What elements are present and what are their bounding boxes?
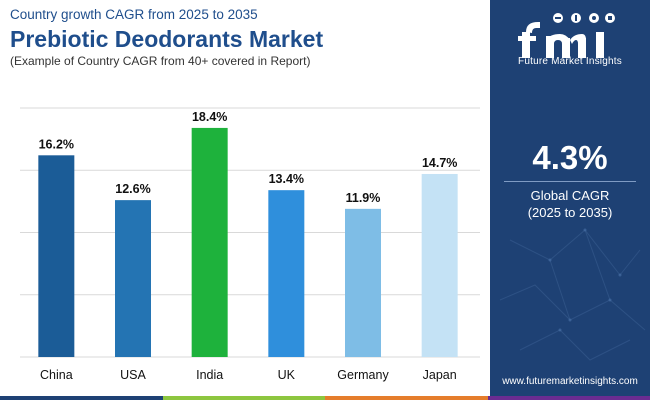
- cagr-divider: [504, 181, 636, 182]
- bottom-bar-segment: [487, 396, 650, 400]
- data-label-japan: 14.7%: [422, 156, 457, 170]
- bar-chart: 16.2% China 12.6% USA 18.4% India 13.4% UK 11.9%…: [20, 107, 480, 382]
- bar-usa: [115, 200, 151, 357]
- global-cagr-period: (2025 to 2035): [527, 205, 613, 220]
- bar-germany: [345, 208, 381, 357]
- sidebar-background-pattern: [499, 228, 646, 361]
- bar-uk: [268, 190, 305, 357]
- data-label-india: 18.4%: [192, 110, 227, 124]
- data-label-germany: 11.9%: [346, 191, 381, 205]
- x-tick-label-germany: Germany: [337, 368, 389, 382]
- website-url: www.futuremarketinsights.com: [502, 376, 638, 387]
- x-tick-label-china: China: [40, 368, 73, 382]
- data-label-uk: 13.4%: [269, 172, 304, 186]
- bottom-bar-segment: [325, 396, 488, 400]
- chart-note: (Example of Country CAGR from 40+ covere…: [10, 54, 311, 68]
- data-label-china: 16.2%: [39, 137, 74, 151]
- global-cagr-label: Global CAGR: [530, 188, 610, 203]
- bottom-bar-segment: [0, 396, 163, 400]
- x-tick-label-uk: UK: [278, 368, 296, 382]
- chart-header: Country growth CAGR from 2025 to 2035 Pr…: [10, 6, 490, 69]
- x-tick-label-japan: Japan: [423, 368, 457, 382]
- chart-subtitle: Country growth CAGR from 2025 to 2035: [10, 7, 258, 22]
- data-label-usa: 12.6%: [115, 182, 150, 196]
- x-tick-label-usa: USA: [120, 368, 146, 382]
- global-cagr-value: 4.3%: [532, 139, 608, 176]
- chart-title: Prebiotic Deodorants Market: [10, 26, 324, 52]
- bar-china: [38, 155, 75, 357]
- sidebar-panel: Future Market Insights 4.3% Global CAGR …: [490, 0, 650, 400]
- bar-india: [191, 127, 228, 357]
- x-tick-label-india: India: [196, 368, 223, 382]
- logo-text: Future Market Insights: [518, 56, 622, 67]
- bar-japan: [421, 173, 458, 357]
- bottom-color-bar: [0, 396, 650, 400]
- bottom-bar-segment: [162, 396, 325, 400]
- fmi-logo: [518, 13, 615, 58]
